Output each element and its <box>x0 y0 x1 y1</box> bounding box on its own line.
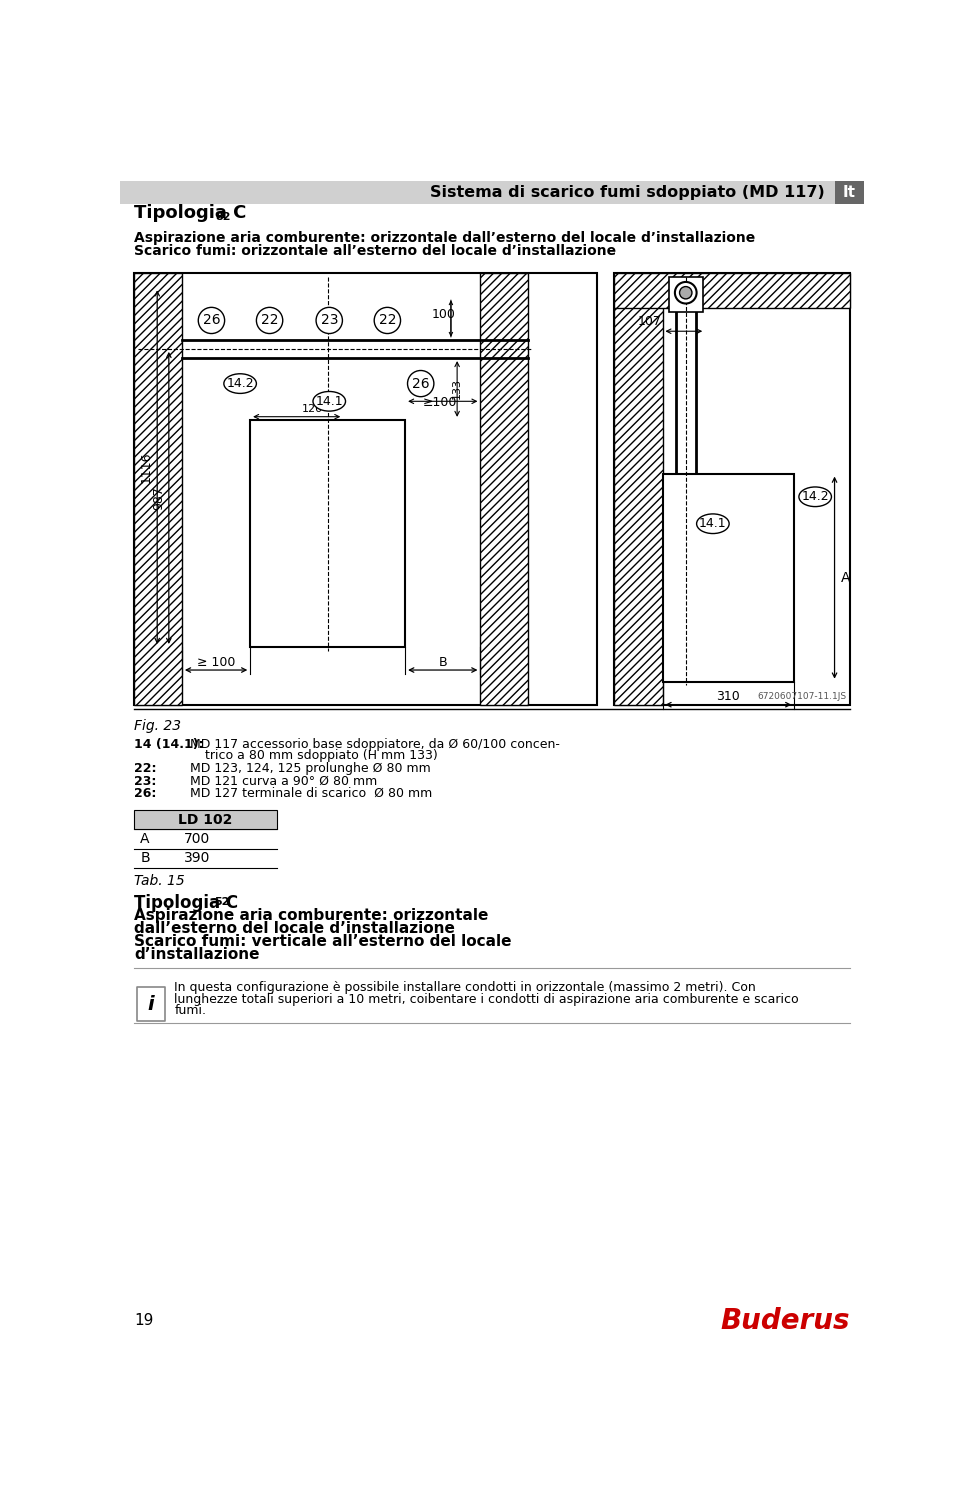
Text: MD 127 terminale di scarico  Ø 80 mm: MD 127 terminale di scarico Ø 80 mm <box>190 788 432 800</box>
Bar <box>614 273 662 705</box>
Text: MD 121 curva a 90° Ø 80 mm: MD 121 curva a 90° Ø 80 mm <box>190 774 377 788</box>
Circle shape <box>408 371 434 397</box>
Text: 19: 19 <box>134 1313 154 1328</box>
Ellipse shape <box>799 487 831 507</box>
Ellipse shape <box>224 374 256 394</box>
Text: It: It <box>843 186 855 201</box>
Text: 14 (14.1):: 14 (14.1): <box>134 738 204 751</box>
Text: 14.2: 14.2 <box>802 490 829 504</box>
Circle shape <box>680 287 692 299</box>
Text: Tab. 15: Tab. 15 <box>134 874 184 889</box>
Text: 133: 133 <box>452 379 462 400</box>
Text: i: i <box>148 994 155 1014</box>
Text: Scarico fumi: verticale all’esterno del locale: Scarico fumi: verticale all’esterno del … <box>134 934 512 949</box>
Text: 26:: 26: <box>134 788 156 800</box>
Text: 26: 26 <box>412 377 429 391</box>
Circle shape <box>374 308 400 333</box>
Text: 107: 107 <box>638 315 662 329</box>
Text: 120: 120 <box>301 404 323 413</box>
Text: 1116: 1116 <box>139 451 153 483</box>
Bar <box>614 273 850 705</box>
Text: Tipologia C: Tipologia C <box>134 895 238 911</box>
Circle shape <box>675 282 697 303</box>
Bar <box>834 181 864 204</box>
Bar <box>662 474 794 682</box>
Text: 22: 22 <box>261 314 278 327</box>
Text: 82: 82 <box>215 211 230 222</box>
Text: A: A <box>140 831 150 847</box>
Ellipse shape <box>697 515 730 534</box>
Text: B: B <box>439 656 447 668</box>
Text: Tipologia C: Tipologia C <box>134 204 247 222</box>
Text: 22: 22 <box>378 314 396 327</box>
Circle shape <box>256 308 283 333</box>
Text: 14.1: 14.1 <box>316 395 343 407</box>
Bar <box>669 278 703 312</box>
Text: Buderus: Buderus <box>721 1307 850 1334</box>
Text: 987: 987 <box>153 486 166 510</box>
Circle shape <box>316 308 343 333</box>
Text: 22:: 22: <box>134 762 156 776</box>
Text: dall’esterno del locale d’installazione: dall’esterno del locale d’installazione <box>134 920 455 936</box>
Text: Aspirazione aria comburente: orizzontale: Aspirazione aria comburente: orizzontale <box>134 908 489 924</box>
Text: Sistema di scarico fumi sdoppiato (MD 117): Sistema di scarico fumi sdoppiato (MD 11… <box>430 186 826 201</box>
Text: 6720607107-11.1JS: 6720607107-11.1JS <box>757 691 846 700</box>
Text: 14.2: 14.2 <box>227 377 254 391</box>
Text: trico a 80 mm sdoppiato (H mm 133): trico a 80 mm sdoppiato (H mm 133) <box>205 748 438 762</box>
Bar <box>120 181 864 204</box>
Text: 100: 100 <box>432 308 456 321</box>
Ellipse shape <box>313 391 346 410</box>
Circle shape <box>199 308 225 333</box>
Text: 23: 23 <box>321 314 338 327</box>
Text: 23:: 23: <box>134 774 156 788</box>
Bar <box>614 273 850 308</box>
Bar <box>480 273 528 705</box>
Text: 14.1: 14.1 <box>699 518 727 530</box>
Text: lunghezze totali superiori a 10 metri, coibentare i condotti di aspirazione aria: lunghezze totali superiori a 10 metri, c… <box>175 993 799 1005</box>
Text: 310: 310 <box>716 691 740 703</box>
Text: MD 117 accessorio base sdoppiatore, da Ø 60/100 concen-: MD 117 accessorio base sdoppiatore, da Ø… <box>190 738 560 751</box>
Text: In questa configurazione è possibile installare condotti in orizzontale (massimo: In questa configurazione è possibile ins… <box>175 981 756 994</box>
Bar <box>251 420 405 647</box>
Bar <box>134 273 596 705</box>
Text: fumi.: fumi. <box>175 1003 206 1017</box>
Bar <box>137 987 165 1022</box>
Bar <box>134 810 277 830</box>
Text: 390: 390 <box>184 851 210 865</box>
Text: ≥ 100: ≥ 100 <box>197 656 235 668</box>
Text: LD 102: LD 102 <box>179 813 233 827</box>
Text: Fig. 23: Fig. 23 <box>134 720 181 733</box>
Text: Scarico fumi: orizzontale all’esterno del locale d’installazione: Scarico fumi: orizzontale all’esterno de… <box>134 244 616 258</box>
Text: ≥100: ≥100 <box>422 397 457 409</box>
Text: d’installazione: d’installazione <box>134 948 259 963</box>
Bar <box>134 273 182 705</box>
Text: 52: 52 <box>214 898 230 907</box>
Text: A: A <box>841 570 851 584</box>
Text: B: B <box>140 851 150 865</box>
Text: 26: 26 <box>203 314 220 327</box>
Text: Aspirazione aria comburente: orizzontale dall’esterno del locale d’installazione: Aspirazione aria comburente: orizzontale… <box>134 231 756 244</box>
Text: MD 123, 124, 125 prolunghe Ø 80 mm: MD 123, 124, 125 prolunghe Ø 80 mm <box>190 762 430 776</box>
Text: 700: 700 <box>184 831 210 847</box>
